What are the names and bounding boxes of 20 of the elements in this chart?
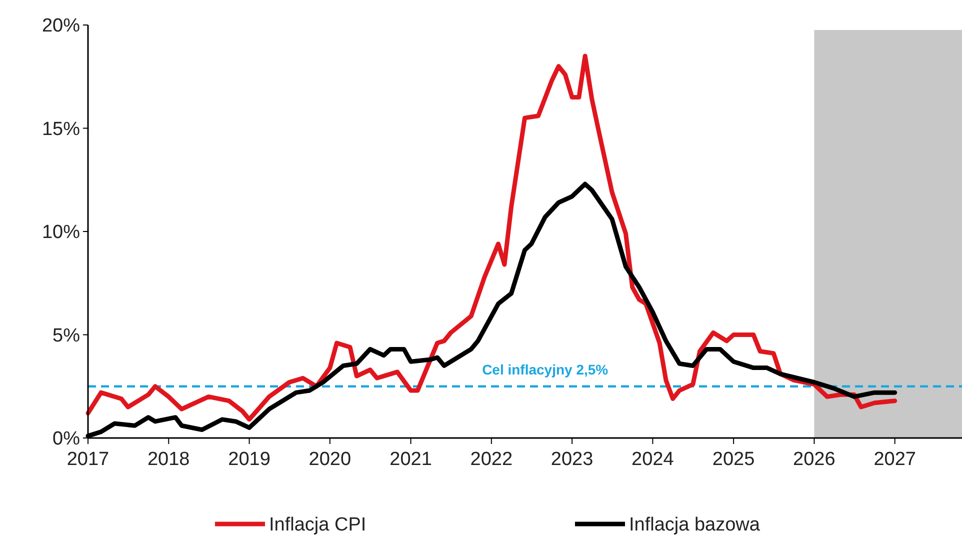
x-tick-label: 2020 [308,449,352,470]
x-tick-label: 2017 [66,449,110,470]
x-tick-label: 2019 [228,449,270,470]
x-tick-label: 2024 [632,449,674,470]
x-tick-label: 2023 [550,449,594,470]
y-tick-label: 5% [52,325,80,346]
y-tick-label: 20% [42,16,80,37]
y-tick-label: 15% [42,118,80,140]
y-tick-label: 0% [52,428,80,450]
x-tick-label: 2021 [390,449,432,470]
line-series [86,54,898,422]
x-tick-label: 2025 [712,449,755,470]
legend-label: Inflacja CPI [269,514,366,536]
legend-label: Inflacja bazowa [629,514,760,536]
ref-line-label: Cel inflacyjny 2,5% [482,361,609,378]
y-tick-label: 10% [42,222,80,244]
x-tick-label: 2018 [148,449,190,470]
x-tick-label: 2027 [874,449,916,470]
x-tick-label: 2026 [793,449,836,470]
x-tick-label: 2022 [470,449,513,470]
